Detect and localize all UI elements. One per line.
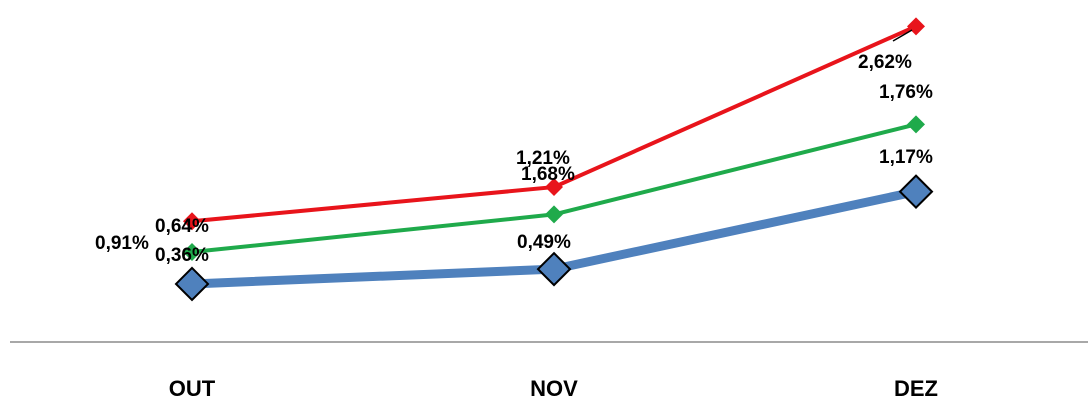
series-2-data-label-out: 0,64% xyxy=(155,216,209,237)
data-label-layer: 0,91% 1,21% 2,62% 0,64% 1,68% 1,76% 0,36% 0,49%… xyxy=(95,29,933,266)
series-1-point-dez xyxy=(907,17,925,36)
series-3-point-dez xyxy=(898,174,934,210)
series-3-point-nov xyxy=(536,251,572,287)
series-1-data-label-out: 0,91% xyxy=(95,233,149,254)
series-1-point-nov xyxy=(545,178,563,197)
series-2-data-label-dez: 1,76% xyxy=(879,82,933,103)
series-2-point-dez xyxy=(907,115,925,134)
series-layer xyxy=(174,17,934,302)
series-2-point-nov xyxy=(545,205,563,224)
x-tick-label-nov: NOV xyxy=(530,376,578,401)
x-tick-layer: OUT NOV DEZ xyxy=(169,376,938,401)
series-3-data-label-out: 0,36% xyxy=(155,245,209,266)
data-label-leader-line xyxy=(892,29,913,42)
series-1-data-label-nov: 1,21% xyxy=(516,148,570,169)
series-2-data-label-nov: 1,68% xyxy=(521,164,575,185)
series-2-point-out xyxy=(183,243,201,262)
series-3-data-label-nov: 0,49% xyxy=(517,232,571,253)
series-3-point-out xyxy=(174,266,210,302)
series-3-data-label-dez: 1,17% xyxy=(879,147,933,168)
x-tick-label-out: OUT xyxy=(169,376,216,401)
series-1-data-label-dez: 2,62% xyxy=(858,52,912,73)
series-1-point-out xyxy=(183,212,201,231)
x-tick-label-dez: DEZ xyxy=(894,376,938,401)
